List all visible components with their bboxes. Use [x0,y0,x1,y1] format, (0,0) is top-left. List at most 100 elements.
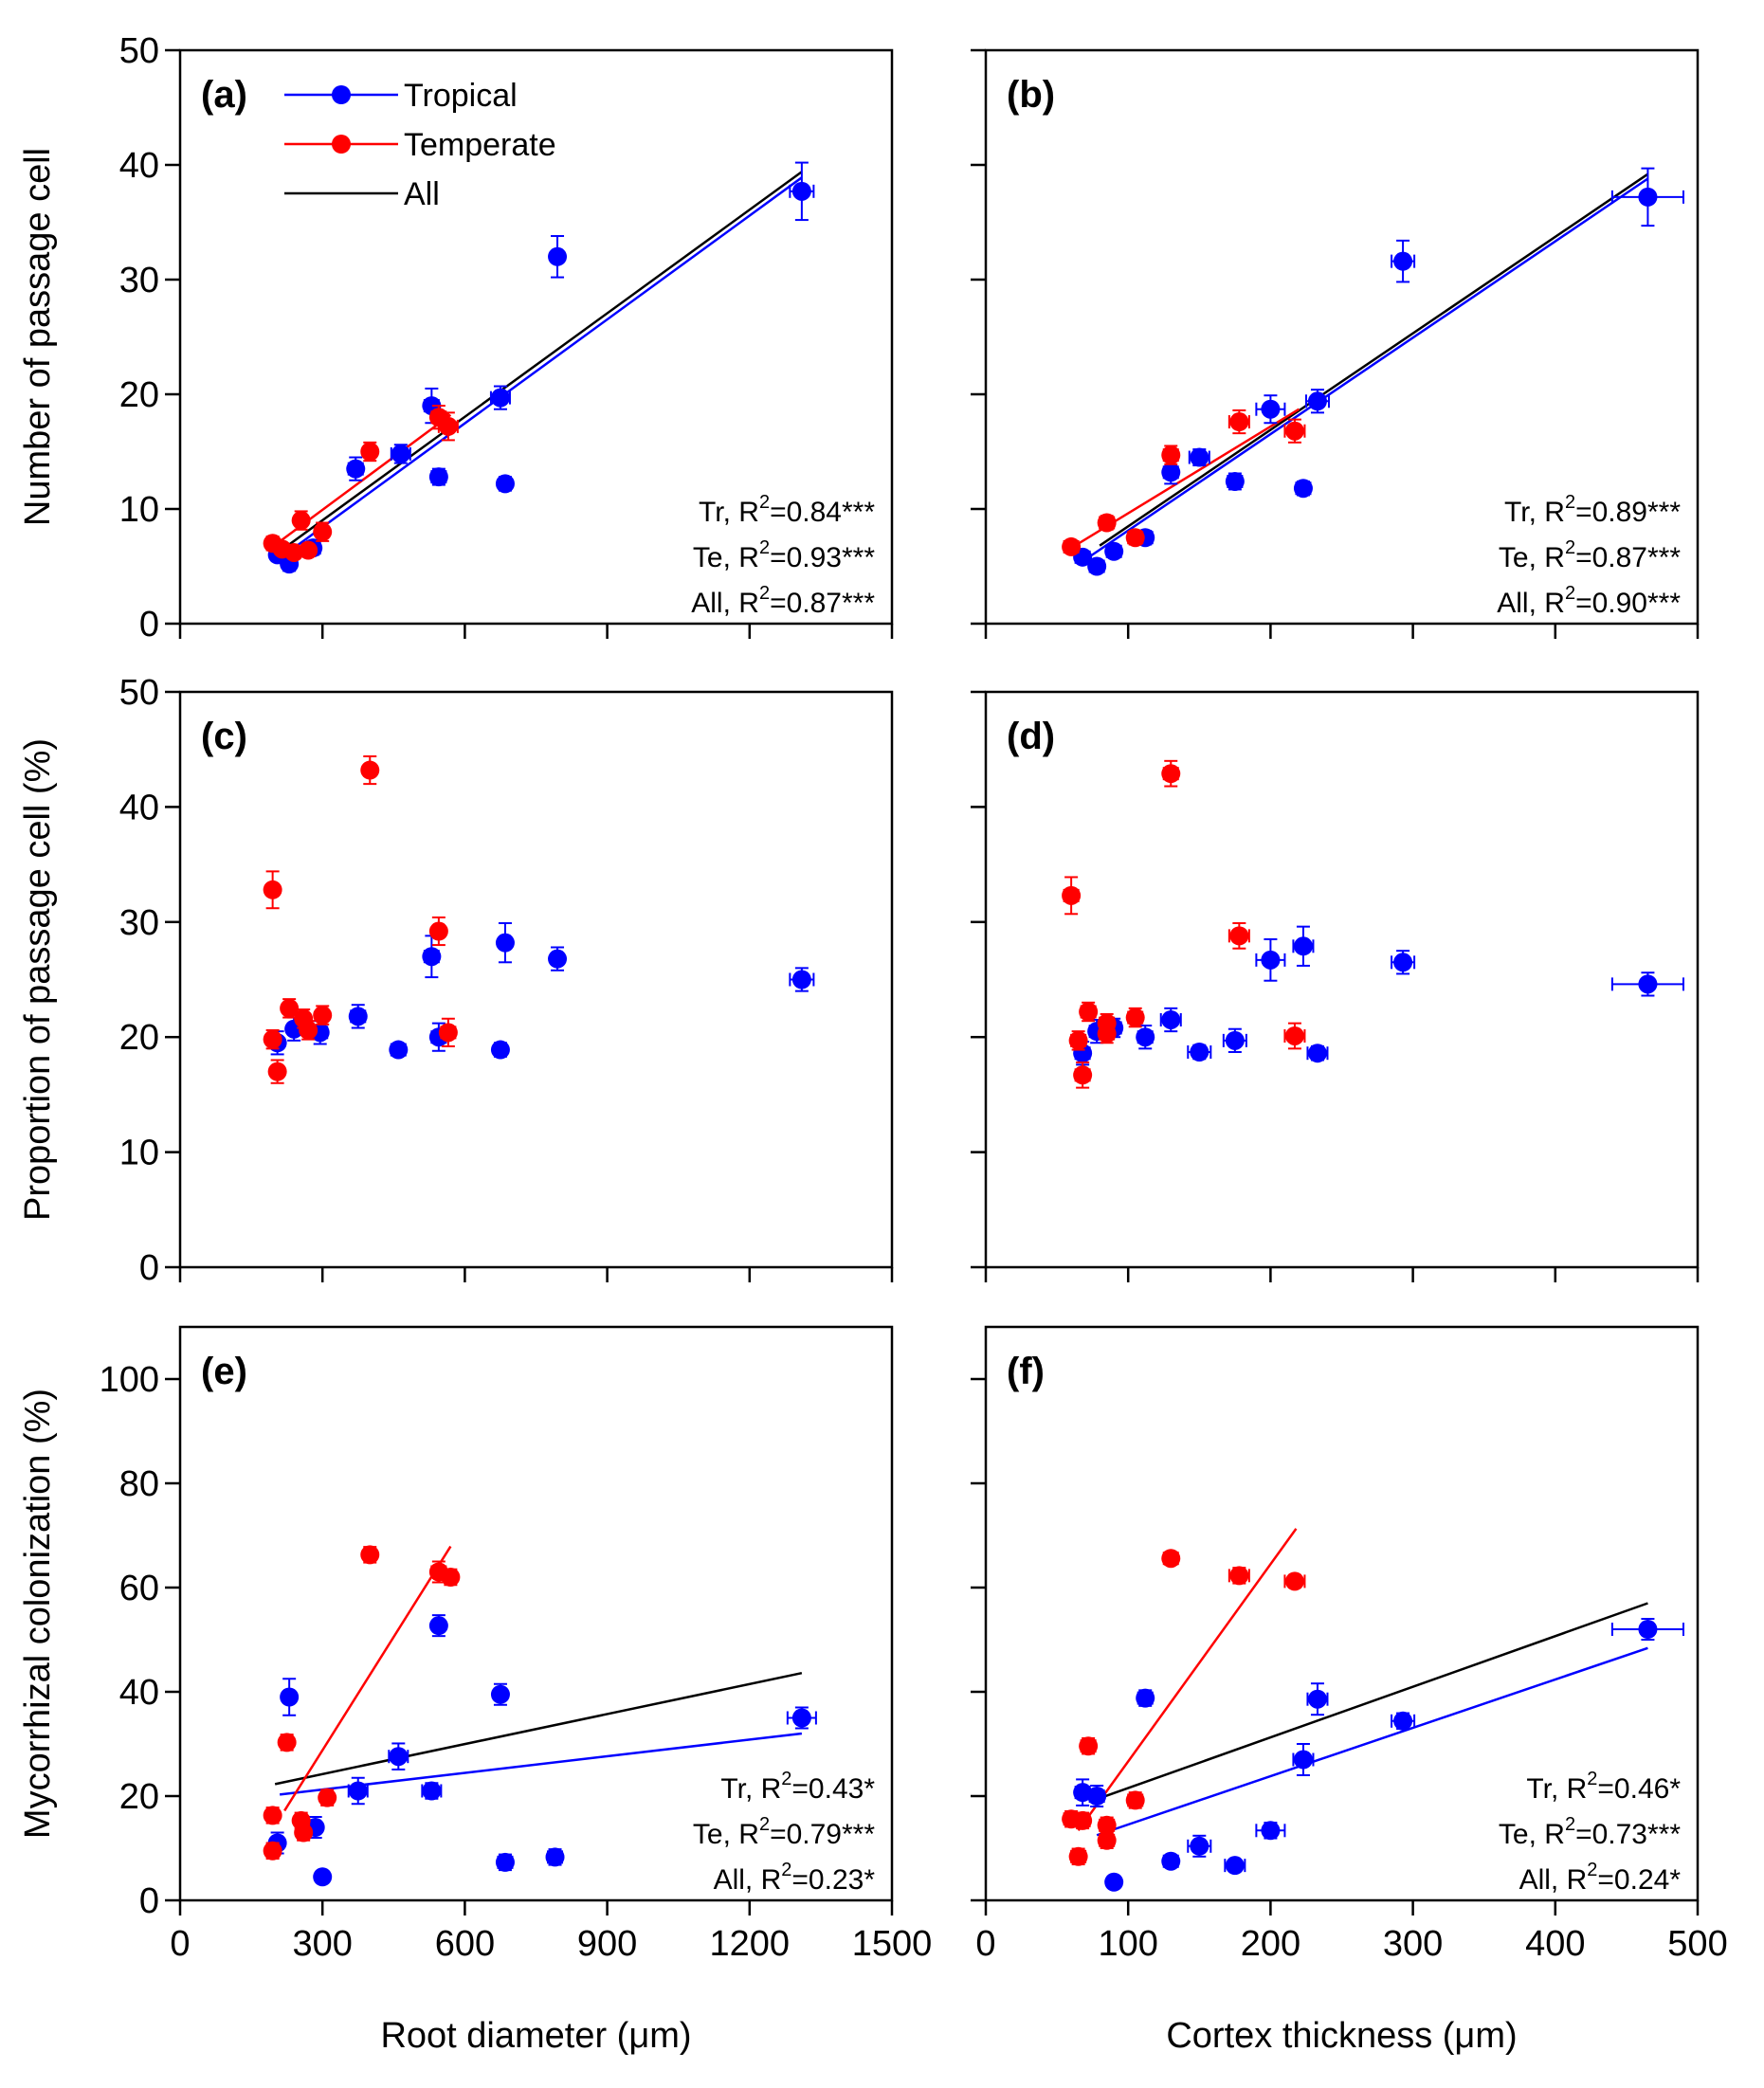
data-point-tropical [1225,471,1245,491]
point-marker [291,511,311,531]
point-marker [389,1747,409,1767]
point-marker [280,1687,300,1707]
y-tick-label: 80 [119,1464,159,1504]
point-marker [495,474,515,494]
point-marker [360,1545,380,1565]
plot-frame [178,48,894,626]
stat-suffix: =0.43* [791,1773,875,1805]
fit-line-tropical [1096,1646,1648,1837]
point-marker [1136,1027,1155,1047]
data-point-temperate [313,1005,333,1026]
stat-prefix: Te, R [1499,542,1565,573]
data-point-temperate [1068,1846,1088,1866]
plot-frame [984,690,1700,1269]
data-point-tropical [346,456,366,481]
y-tick-label: 10 [119,490,159,530]
point-marker [263,880,282,899]
stat-suffix: =0.73*** [1575,1819,1681,1850]
point-marker [1161,764,1181,784]
point-marker [263,1029,282,1049]
point-marker [1161,1549,1181,1569]
data-point-temperate [318,1788,337,1807]
point-marker [1225,471,1245,491]
data-point-temperate [263,870,282,910]
x-tick-label: 600 [435,1924,495,1964]
data-point-tropical [789,161,815,222]
data-point-tropical [1255,394,1286,425]
point-marker [545,1847,565,1867]
stat-prefix: Te, R [1499,1819,1565,1850]
stat-prefix: Tr, R [1526,1773,1587,1805]
point-marker [1161,445,1181,465]
point-marker [1068,1030,1088,1050]
point-marker [1190,1042,1209,1062]
point-marker [389,1040,409,1060]
data-point-tropical [1306,1044,1329,1063]
x-axis-title: Root diameter (μm) [380,2016,691,2056]
stat-suffix: =0.87*** [770,588,875,619]
stat-suffix: =0.89*** [1575,497,1681,528]
data-point-temperate [1073,1061,1093,1089]
data-point-temperate [1125,1007,1145,1028]
point-marker [438,416,458,436]
point-marker [548,949,568,969]
data-point-tropical [347,1776,369,1806]
x-tick-label: 100 [1098,1924,1157,1964]
data-point-temperate [277,1733,297,1752]
y-tick-label: 100 [100,1360,159,1400]
data-point-tropical [1255,1821,1286,1841]
panel-label: (b) [1007,74,1055,116]
point-marker [495,933,515,953]
data-point-temperate [1283,1022,1306,1050]
data-point-temperate [1079,1736,1099,1756]
point-marker [1293,1750,1313,1770]
point-marker [1307,1689,1327,1709]
stat-line: Te, R2=0.93*** [693,537,875,573]
point-marker [1393,953,1413,972]
data-point-tropical [1610,971,1684,997]
panel-b: (b)Tr, R2=0.89***Te, R2=0.87***All, R2=0… [971,48,1700,639]
stat-sup: 2 [759,1814,770,1835]
data-point-tropical [786,1706,817,1730]
data-point-tropical [1293,479,1313,499]
data-point-tropical [428,1614,448,1638]
data-point-temperate [1097,1023,1117,1044]
point-marker [791,1708,811,1728]
panel-label: (d) [1007,716,1055,757]
data-point-tropical [1391,1711,1416,1731]
point-marker [284,542,304,562]
point-marker [1284,1026,1304,1045]
point-marker [1073,1783,1093,1803]
data-point-temperate [360,441,380,463]
data-point-tropical [1255,938,1286,982]
data-point-tropical [1188,447,1210,467]
stat-prefix: All, R [714,1864,782,1896]
data-point-tropical [313,1867,333,1887]
data-point-temperate [263,1806,282,1825]
panel-c: 0 10 20 30 40 50 Proportion of passage cell (%… [18,673,894,1288]
stat-suffix: =0.84*** [770,497,875,528]
point-marker [1293,936,1313,956]
y-tick-label: 0 [139,1248,159,1288]
point-marker [1097,1024,1117,1044]
stat-line: Tr, R2=0.89*** [1504,492,1681,528]
point-marker [263,1806,282,1825]
point-marker [1068,1846,1088,1866]
point-marker [1136,1688,1155,1708]
data-point-temperate [360,754,380,786]
data-point-tropical [389,1040,409,1060]
data-point-temperate [438,1017,458,1047]
stat-sup: 2 [781,1769,791,1789]
data-point-tropical [1222,1027,1247,1053]
stat-suffix: =0.93*** [770,542,875,573]
point-marker [1079,1002,1099,1022]
point-marker [1393,251,1413,271]
point-marker [428,1616,448,1636]
point-marker [360,760,380,780]
stat-sup: 2 [1565,583,1575,604]
x-tick-label: 0 [170,1924,190,1964]
point-marker [313,522,333,542]
data-point-temperate [284,542,304,562]
data-point-tropical [1304,389,1330,414]
data-point-tropical [1391,950,1416,975]
